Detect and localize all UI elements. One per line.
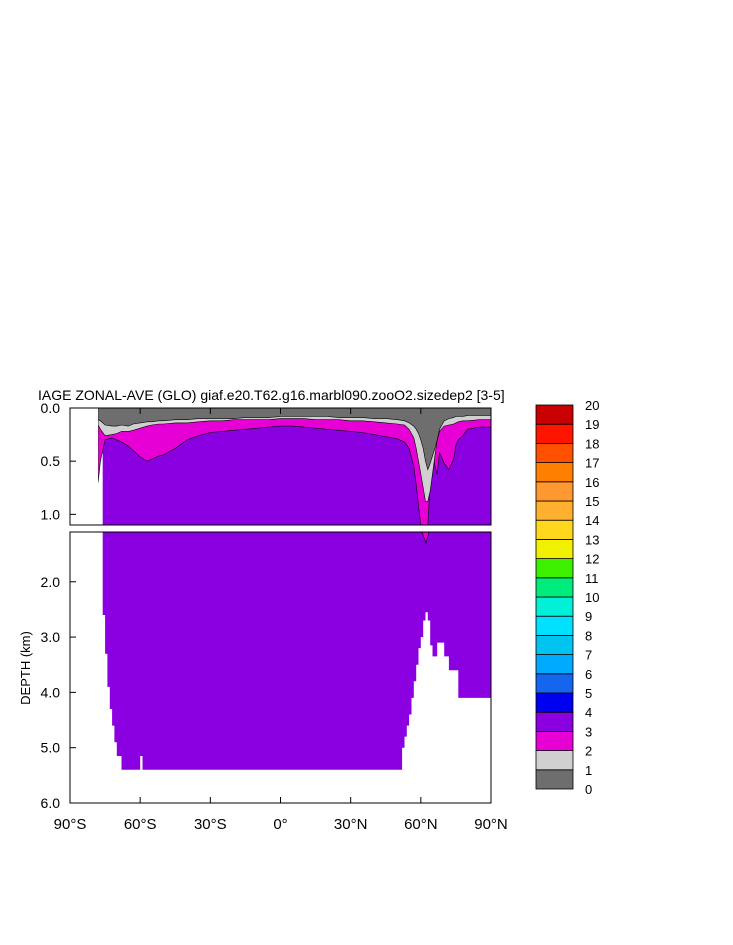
colorbar-label: 9 [585, 609, 592, 624]
colorbar-label: 0 [585, 782, 592, 797]
y-tick-label: 3.0 [41, 629, 61, 645]
y-tick-label: 0.0 [41, 400, 61, 416]
x-tick-label: 90°S [54, 816, 87, 833]
colorbar-label: 11 [585, 571, 599, 586]
upper-depth-panel [69, 407, 492, 526]
y-axis-label: DEPTH (km) [18, 631, 33, 705]
y-tick-label: 5.0 [41, 740, 61, 756]
x-tick-label: 30°N [334, 816, 368, 833]
colorbar-swatch-0 [535, 769, 574, 790]
colorbar-label: 4 [585, 705, 592, 720]
y-tick-label: 2.0 [41, 574, 61, 590]
colorbar-label: 14 [585, 513, 599, 528]
colorbar-label: 3 [585, 724, 592, 739]
colorbar-label: 20 [585, 398, 599, 413]
colorbar-swatch-5 [535, 673, 574, 694]
colorbar-swatch-13 [535, 519, 574, 540]
x-tick-label: 30°S [194, 816, 227, 833]
colorbar-label: 8 [585, 628, 592, 643]
colorbar-label: 7 [585, 648, 592, 663]
colorbar-label: 5 [585, 686, 592, 701]
colorbar-label: 13 [585, 532, 599, 547]
colorbar-label: 18 [585, 436, 599, 451]
colorbar-swatch-14 [535, 500, 574, 521]
level-2-region-lower [421, 532, 430, 545]
axes: 90°S 60°S 30°S 0° 30°N 60°N 90°N 0.0 0.5 1.0 2.0 3.… [41, 400, 508, 833]
colorbar-swatch-9 [535, 596, 574, 617]
colorbar-swatch-19 [535, 404, 574, 425]
x-tick-label: 60°N [404, 816, 438, 833]
level-2-region-upper [97, 408, 491, 525]
colorbar-swatch-1 [535, 750, 574, 771]
colorbar-swatch-17 [535, 442, 574, 463]
colorbar-swatch-16 [535, 462, 574, 483]
x-tick-label: 0° [273, 816, 287, 833]
colorbar-label: 1 [585, 763, 592, 778]
colorbar-label: 17 [585, 456, 599, 471]
colorbar-label: 2 [585, 744, 592, 759]
x-tick-label: 90°N [474, 816, 508, 833]
upper-panel-fills [70, 408, 491, 525]
colorbar-label: 12 [585, 552, 599, 567]
colorbar-swatch-4 [535, 692, 574, 713]
y-tick-label: 4.0 [41, 684, 61, 700]
y-tick-label: 0.5 [41, 453, 61, 469]
colorbar-swatch-8 [535, 615, 574, 636]
land-mask-upper [70, 408, 99, 525]
lower-panel-fills [70, 532, 491, 770]
y-tick-label: 1.0 [41, 506, 61, 522]
level-0-region-upper [97, 408, 491, 471]
colorbar-swatch-3 [535, 711, 574, 732]
colorbar-label: 15 [585, 494, 599, 509]
lower-depth-panel [69, 531, 492, 804]
colorbar-swatch-2 [535, 731, 574, 752]
colorbar-swatch-12 [535, 539, 574, 560]
colorbar-swatch-10 [535, 577, 574, 598]
colorbar-label: 19 [585, 417, 599, 432]
chart-title: IAGE ZONAL-AVE (GLO) giaf.e20.T62.g16.ma… [38, 387, 505, 403]
colorbar-label: 16 [585, 475, 599, 490]
colorbar-swatch-11 [535, 558, 574, 579]
y-tick-label: 6.0 [41, 795, 61, 811]
x-tick-label: 60°S [124, 816, 157, 833]
colorbar-swatch-7 [535, 635, 574, 656]
colorbar-label: 10 [585, 590, 599, 605]
colorbar-label: 6 [585, 667, 592, 682]
colorbar-swatch-18 [535, 423, 574, 444]
colorbar-swatch-15 [535, 481, 574, 502]
colorbar-swatch-6 [535, 654, 574, 675]
level-3-region-lower [70, 532, 491, 770]
